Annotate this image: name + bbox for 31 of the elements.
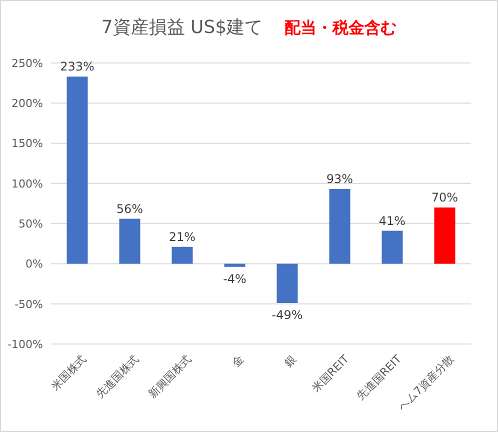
data-label: 93% — [326, 172, 354, 186]
x-tick-label: 新興国株式 — [146, 352, 194, 401]
bar — [172, 246, 193, 264]
y-tick-label: 150% — [12, 137, 43, 150]
x-tick-label: 米国株式 — [48, 352, 90, 393]
chart-subtitle: 配当・税金含む — [284, 18, 397, 37]
y-tick-label: 50% — [18, 217, 43, 230]
x-tick-label: 先進国株式 — [93, 352, 142, 401]
data-label: 233% — [60, 60, 94, 74]
x-tick-label: 銀 — [282, 352, 300, 370]
bar — [382, 230, 403, 264]
data-label: -4% — [223, 272, 246, 286]
y-tick-label: -50% — [14, 298, 43, 311]
data-label: 21% — [168, 230, 196, 244]
bar — [119, 218, 140, 264]
bar — [224, 264, 246, 267]
bar — [66, 76, 88, 264]
data-label: 41% — [378, 214, 406, 228]
y-tick-label: 250% — [12, 56, 43, 70]
y-tick-label: 200% — [12, 97, 43, 110]
bar — [434, 208, 456, 264]
data-label: 56% — [116, 202, 144, 216]
chart-title: 7資産損益 US$建て — [101, 17, 263, 38]
data-label: -49% — [272, 308, 303, 322]
bar — [329, 189, 350, 264]
x-tick-label: 金 — [230, 352, 247, 370]
y-tick-label: -100% — [8, 338, 43, 351]
y-tick-label: 100% — [12, 177, 43, 190]
bar — [276, 264, 298, 304]
data-label: 70% — [431, 190, 458, 205]
y-tick-label: 0% — [26, 258, 43, 271]
